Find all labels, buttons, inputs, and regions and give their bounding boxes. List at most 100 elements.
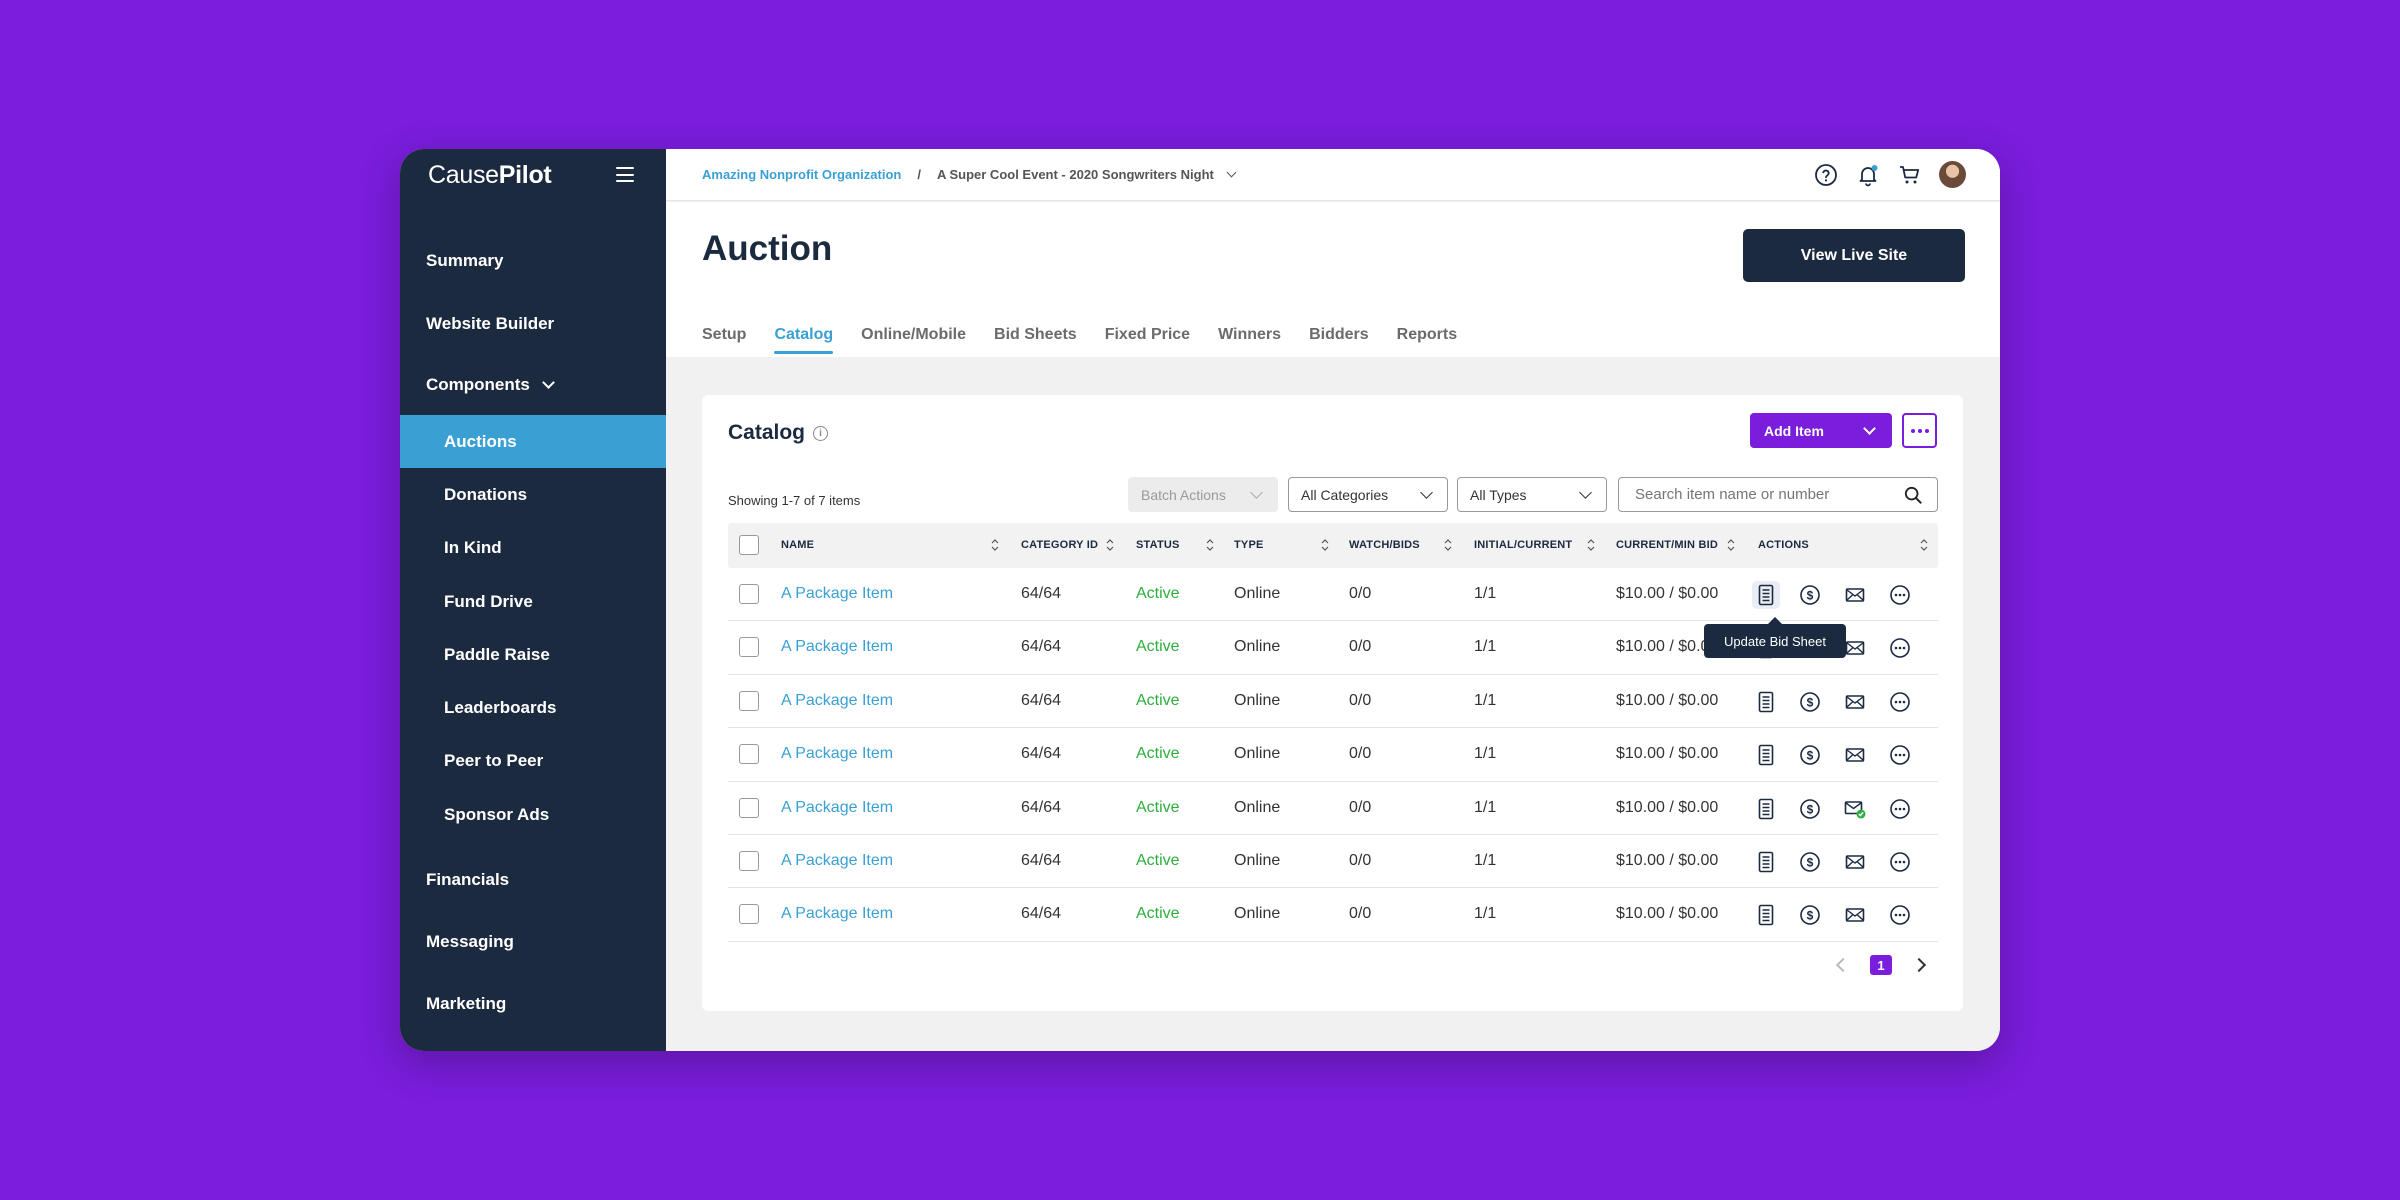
col-category-id[interactable]: CATEGORY ID [1021, 539, 1099, 551]
item-type: Online [1234, 585, 1281, 602]
col-initial-current[interactable]: INITIAL/CURRENT [1474, 539, 1573, 551]
sort-icon[interactable] [1444, 538, 1452, 552]
row-checkbox[interactable] [739, 744, 759, 765]
tab-catalog[interactable]: Catalog [774, 326, 833, 354]
causepilot-logo[interactable]: CausePilot [428, 161, 552, 190]
bid-sheet-icon[interactable] [1752, 581, 1780, 609]
sort-icon[interactable] [1920, 538, 1928, 552]
col-status[interactable]: STATUS [1136, 539, 1180, 551]
sidebar-item-summary[interactable]: Summary [400, 229, 666, 292]
cart-icon[interactable] [1897, 162, 1923, 188]
tab-fixed-price[interactable]: Fixed Price [1104, 326, 1191, 343]
item-name-link[interactable]: A Package Item [781, 691, 894, 709]
dollar-icon[interactable]: $ [1796, 795, 1824, 823]
bid-sheet-icon[interactable] [1752, 688, 1780, 716]
sort-icon[interactable] [1206, 538, 1214, 552]
item-name-link[interactable]: A Package Item [781, 638, 894, 656]
breadcrumb-org-link[interactable]: Amazing Nonprofit Organization [702, 167, 902, 182]
more-actions-icon[interactable] [1886, 581, 1914, 609]
tab-reports[interactable]: Reports [1396, 326, 1458, 343]
next-page-icon[interactable] [1911, 957, 1927, 973]
sidebar-item-marketing[interactable]: Marketing [400, 973, 666, 1035]
row-checkbox[interactable] [739, 584, 759, 604]
add-item-button[interactable]: Add Item [1750, 413, 1892, 448]
more-options-button[interactable] [1902, 413, 1937, 448]
col-watch-bids[interactable]: WATCH/BIDS [1349, 539, 1420, 551]
item-name-link[interactable]: A Package Item [781, 798, 894, 816]
more-actions-icon[interactable] [1886, 741, 1914, 769]
tab-setup[interactable]: Setup [702, 326, 747, 343]
sort-icon[interactable] [1321, 538, 1329, 552]
sort-icon[interactable] [1727, 538, 1735, 552]
sidebar-item-donations[interactable]: Donations [400, 468, 666, 521]
mail-icon[interactable] [1841, 741, 1869, 769]
tab-winners[interactable]: Winners [1218, 326, 1282, 343]
dollar-icon[interactable]: $ [1796, 901, 1824, 929]
categories-dropdown[interactable]: All Categories [1288, 477, 1448, 512]
search-input[interactable] [1618, 477, 1938, 512]
help-icon[interactable] [1813, 162, 1839, 188]
mail-icon[interactable] [1841, 634, 1869, 662]
col-current-min-bid[interactable]: CURRENT/MIN BID [1616, 539, 1718, 551]
notification-bell-icon[interactable] [1855, 162, 1881, 188]
page-number-current[interactable]: 1 [1870, 955, 1892, 975]
more-actions-icon[interactable] [1886, 688, 1914, 716]
row-checkbox[interactable] [739, 851, 759, 871]
tab-bid-sheets[interactable]: Bid Sheets [994, 326, 1077, 343]
sidebar-item-paddle-raise[interactable]: Paddle Raise [400, 628, 666, 681]
more-actions-icon[interactable] [1886, 795, 1914, 823]
breadcrumb-event-selector[interactable]: A Super Cool Event - 2020 Songwriters Ni… [936, 167, 1214, 182]
mail-sent-icon[interactable] [1841, 795, 1869, 823]
more-actions-icon[interactable] [1886, 848, 1914, 876]
mail-icon[interactable] [1841, 688, 1869, 716]
sidebar-item-auctions[interactable]: Auctions [400, 415, 666, 469]
dollar-icon[interactable]: $ [1796, 581, 1824, 609]
sidebar-item-leaderboards[interactable]: Leaderboards [400, 681, 666, 734]
mail-icon[interactable] [1841, 901, 1869, 929]
sidebar-item-fund-drive[interactable]: Fund Drive [400, 575, 666, 628]
sidebar-item-components[interactable]: Components [400, 355, 666, 415]
sidebar-item-financials[interactable]: Financials [400, 849, 666, 911]
tab-online-mobile[interactable]: Online/Mobile [861, 326, 967, 343]
sort-icon[interactable] [1106, 538, 1114, 552]
hamburger-menu-icon[interactable] [616, 167, 634, 182]
sidebar-item-sponsor-ads[interactable]: Sponsor Ads [400, 788, 666, 841]
row-checkbox[interactable] [739, 904, 759, 925]
user-avatar[interactable] [1939, 161, 1966, 188]
batch-actions-dropdown[interactable]: Batch Actions [1128, 477, 1278, 512]
dollar-icon[interactable]: $ [1796, 741, 1824, 769]
bid-sheet-icon[interactable] [1752, 795, 1780, 823]
tab-bidders[interactable]: Bidders [1309, 326, 1369, 343]
col-name[interactable]: NAME [781, 539, 815, 551]
bid-sheet-icon[interactable] [1752, 848, 1780, 876]
dollar-icon[interactable]: $ [1796, 848, 1824, 876]
row-checkbox[interactable] [739, 690, 759, 711]
item-name-link[interactable]: A Package Item [781, 852, 894, 869]
chevron-down-icon[interactable] [1226, 167, 1237, 178]
row-checkbox[interactable] [739, 797, 759, 818]
item-name-link[interactable]: A Package Item [781, 585, 894, 602]
sidebar-item-messaging[interactable]: Messaging [400, 911, 666, 973]
types-dropdown[interactable]: All Types [1457, 477, 1607, 512]
select-all-checkbox[interactable] [739, 535, 759, 555]
view-live-site-button[interactable]: View Live Site [1743, 229, 1965, 282]
item-name-link[interactable]: A Package Item [781, 905, 894, 923]
more-actions-icon[interactable] [1886, 634, 1914, 662]
sidebar-item-in-kind[interactable]: In Kind [400, 522, 666, 575]
more-actions-icon[interactable] [1886, 901, 1914, 929]
info-icon[interactable]: i [813, 425, 829, 441]
mail-icon[interactable] [1841, 581, 1869, 609]
dollar-icon[interactable]: $ [1796, 688, 1824, 716]
prev-page-icon[interactable] [1835, 957, 1851, 973]
mail-icon[interactable] [1841, 848, 1869, 876]
sort-icon[interactable] [1587, 538, 1595, 552]
sidebar-item-peer-to-peer[interactable]: Peer to Peer [400, 735, 666, 788]
item-name-link[interactable]: A Package Item [781, 745, 894, 763]
sort-icon[interactable] [991, 538, 999, 552]
bid-sheet-icon[interactable] [1752, 901, 1780, 929]
search-icon[interactable] [1904, 486, 1922, 504]
row-checkbox[interactable] [739, 637, 759, 658]
sidebar-item-website-builder[interactable]: Website Builder [400, 292, 666, 355]
col-type[interactable]: TYPE [1234, 539, 1264, 551]
bid-sheet-icon[interactable] [1752, 741, 1780, 769]
